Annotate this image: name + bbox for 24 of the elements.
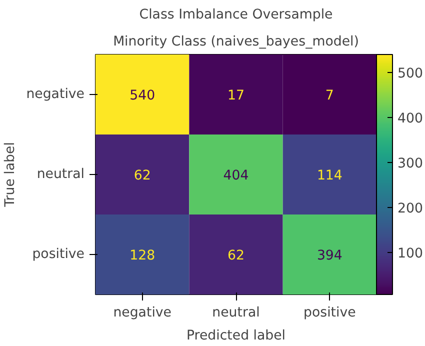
color-bar-label: 100 xyxy=(398,246,423,262)
data-label: 62 xyxy=(134,168,151,184)
data-label: 7 xyxy=(325,88,334,104)
color-bar-label: 500 xyxy=(398,66,423,82)
y-tick-label: positive xyxy=(32,247,85,262)
chart-subtitle: Minority Class (naives_bayes_model) xyxy=(113,34,359,50)
color-bar-label: 200 xyxy=(398,202,423,217)
x-axis-title: Predicted label xyxy=(186,328,286,344)
x-tick-label: neutral xyxy=(212,306,260,320)
chart-title: Class Imbalance Oversample xyxy=(139,8,333,22)
data-label: 62 xyxy=(228,248,244,264)
color-bar-label: 400 xyxy=(398,112,423,127)
data-label: 114 xyxy=(316,168,342,184)
y-tick-label: negative xyxy=(26,87,85,102)
data-label: 540 xyxy=(130,88,156,104)
y-tick-label: neutral xyxy=(36,167,84,182)
data-label: 17 xyxy=(228,88,244,104)
x-tick-label: negative xyxy=(113,306,172,320)
color-bar-label: 300 xyxy=(398,156,423,172)
x-tick-label: positive xyxy=(304,306,356,320)
data-label: 128 xyxy=(130,248,156,264)
data-label: 394 xyxy=(316,248,342,264)
data-label: 404 xyxy=(223,168,249,184)
y-axis-title: True label xyxy=(3,142,18,208)
